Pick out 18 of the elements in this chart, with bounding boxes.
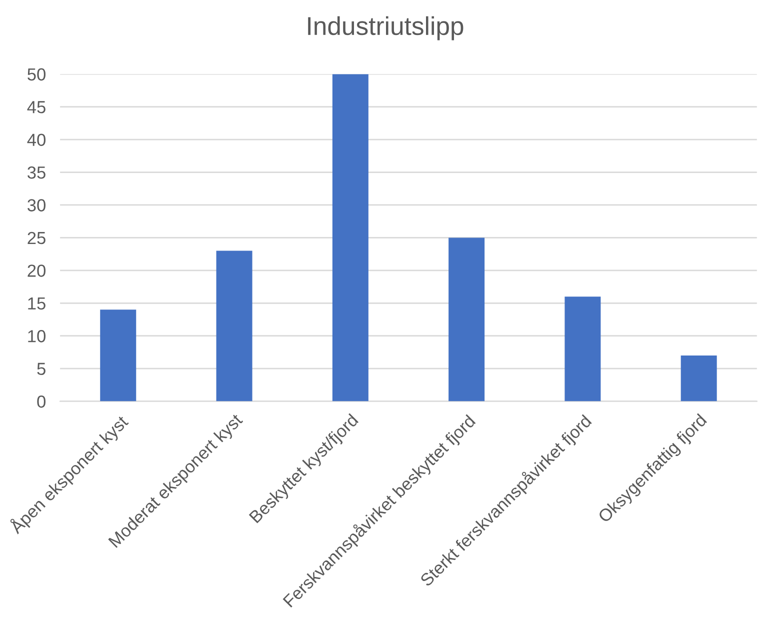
y-tick-label: 25 (28, 232, 46, 244)
y-tick-label: 15 (28, 297, 46, 310)
bar (680, 355, 717, 402)
bar (100, 310, 136, 402)
y-tick-label: 50 (28, 68, 46, 81)
bar (564, 296, 601, 402)
y-tick-label: 35 (28, 166, 46, 179)
chart-title: Industriutslipp (308, 16, 464, 40)
y-tick-label: 30 (28, 199, 46, 212)
y-tick-label: 10 (28, 330, 46, 342)
bar (216, 250, 252, 402)
y-tick-label: 45 (27, 101, 46, 114)
y-tick-label: 20 (28, 264, 46, 277)
y-tick-label: 5 (37, 362, 46, 376)
y-tick-label: 0 (37, 395, 46, 408)
y-tick-label: 40 (27, 134, 46, 146)
bar (332, 74, 368, 402)
bar (448, 238, 485, 402)
